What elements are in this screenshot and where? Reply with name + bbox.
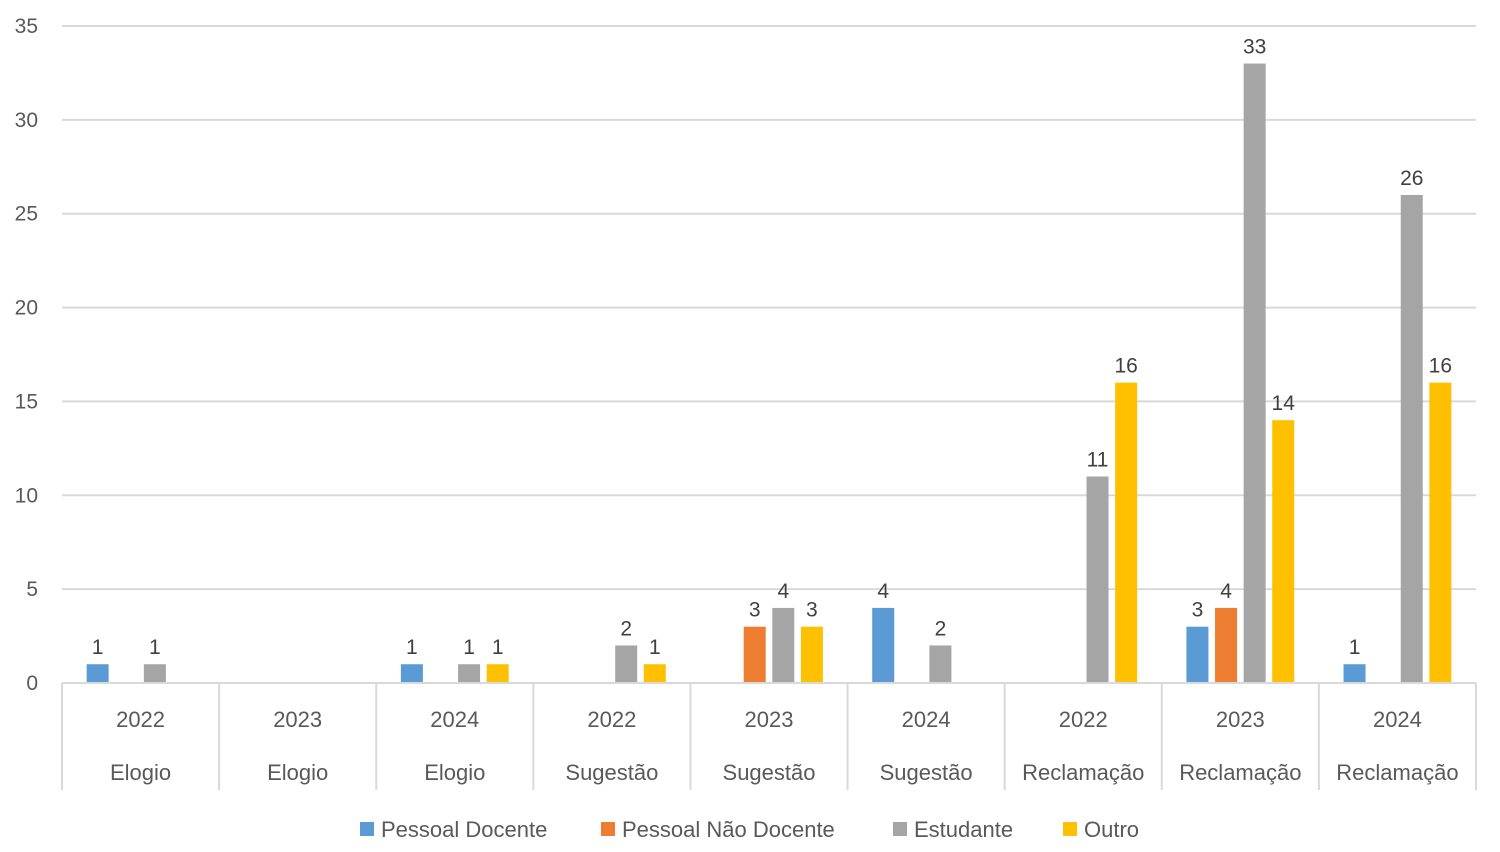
legend-swatch bbox=[601, 822, 615, 836]
x-category-group: Sugestão bbox=[565, 760, 658, 785]
bar bbox=[929, 645, 952, 683]
legend-label: Outro bbox=[1084, 817, 1139, 842]
x-category-year: 2024 bbox=[902, 707, 951, 732]
data-label: 1 bbox=[1349, 636, 1361, 659]
x-category-group: Reclamação bbox=[1179, 760, 1301, 785]
data-label: 1 bbox=[149, 636, 161, 659]
x-category-group: Reclamação bbox=[1022, 760, 1144, 785]
x-category-group: Elogio bbox=[424, 760, 485, 785]
data-label: 1 bbox=[492, 636, 504, 659]
bar bbox=[400, 664, 423, 683]
y-tick-label: 25 bbox=[15, 203, 38, 226]
x-category-group: Elogio bbox=[267, 760, 328, 785]
bar bbox=[1429, 382, 1452, 683]
bar bbox=[86, 664, 109, 683]
y-tick-label: 30 bbox=[15, 109, 38, 132]
legend: Pessoal Docente Pessoal Não Docente Estuda… bbox=[360, 817, 1139, 842]
y-tick-label: 0 bbox=[26, 672, 38, 695]
bar bbox=[1115, 382, 1138, 683]
x-category-year: 2023 bbox=[745, 707, 794, 732]
data-label: 26 bbox=[1400, 167, 1423, 190]
bar bbox=[458, 664, 481, 683]
bar bbox=[1215, 607, 1238, 683]
bar bbox=[615, 645, 638, 683]
x-category-year: 2024 bbox=[430, 707, 479, 732]
data-label: 3 bbox=[1192, 599, 1204, 622]
data-label: 1 bbox=[649, 636, 661, 659]
data-label: 16 bbox=[1429, 355, 1452, 378]
x-category-year: 2024 bbox=[1373, 707, 1422, 732]
data-label: 4 bbox=[877, 580, 889, 603]
x-category-year: 2023 bbox=[1216, 707, 1265, 732]
data-label: 3 bbox=[749, 599, 761, 622]
bar bbox=[800, 626, 823, 683]
x-category-year: 2023 bbox=[273, 707, 322, 732]
bar bbox=[1400, 194, 1423, 683]
x-axis: 2022 Elogio 2023 Elogio 2024 Elogio 2022 Sugest… bbox=[61, 682, 1477, 790]
data-label: 4 bbox=[777, 580, 789, 603]
bar bbox=[643, 664, 666, 683]
data-label: 1 bbox=[463, 636, 475, 659]
y-tick-label: 35 bbox=[15, 15, 38, 38]
data-label: 16 bbox=[1114, 355, 1137, 378]
data-label: 1 bbox=[92, 636, 104, 659]
bar bbox=[143, 664, 166, 683]
y-tick-label: 20 bbox=[15, 297, 38, 320]
x-category-group: Reclamação bbox=[1336, 760, 1458, 785]
gridlines bbox=[62, 25, 1476, 684]
data-label: 3 bbox=[806, 599, 818, 622]
x-category-group: Sugestão bbox=[723, 760, 816, 785]
bar bbox=[743, 626, 766, 683]
legend-swatch bbox=[360, 822, 374, 836]
x-category-group: Sugestão bbox=[880, 760, 973, 785]
bars bbox=[86, 63, 1452, 684]
x-category-year: 2022 bbox=[116, 707, 165, 732]
legend-label: Pessoal Não Docente bbox=[622, 817, 835, 842]
y-axis: 0 5 10 15 20 25 30 35 bbox=[15, 15, 38, 695]
legend-swatch bbox=[1063, 822, 1077, 836]
bar bbox=[872, 607, 895, 683]
data-label: 2 bbox=[620, 617, 632, 640]
y-tick-label: 15 bbox=[15, 390, 38, 413]
data-label: 14 bbox=[1272, 392, 1296, 415]
bar bbox=[1343, 664, 1366, 683]
bar bbox=[1086, 476, 1109, 683]
x-category-year: 2022 bbox=[1059, 707, 1108, 732]
y-tick-label: 5 bbox=[26, 578, 38, 601]
data-label: 1 bbox=[406, 636, 418, 659]
y-tick-label: 10 bbox=[15, 484, 38, 507]
legend-label: Estudante bbox=[914, 817, 1013, 842]
x-category-year: 2022 bbox=[587, 707, 636, 732]
x-category-group: Elogio bbox=[110, 760, 171, 785]
bar bbox=[772, 607, 795, 683]
legend-swatch bbox=[893, 822, 907, 836]
bar bbox=[1186, 626, 1209, 683]
data-label: 11 bbox=[1087, 449, 1109, 472]
bar bbox=[486, 664, 509, 683]
data-label: 33 bbox=[1243, 36, 1266, 59]
data-label: 2 bbox=[935, 617, 947, 640]
data-label: 4 bbox=[1220, 580, 1232, 603]
bar bbox=[1243, 63, 1266, 684]
bar bbox=[1272, 420, 1295, 683]
legend-label: Pessoal Docente bbox=[381, 817, 547, 842]
